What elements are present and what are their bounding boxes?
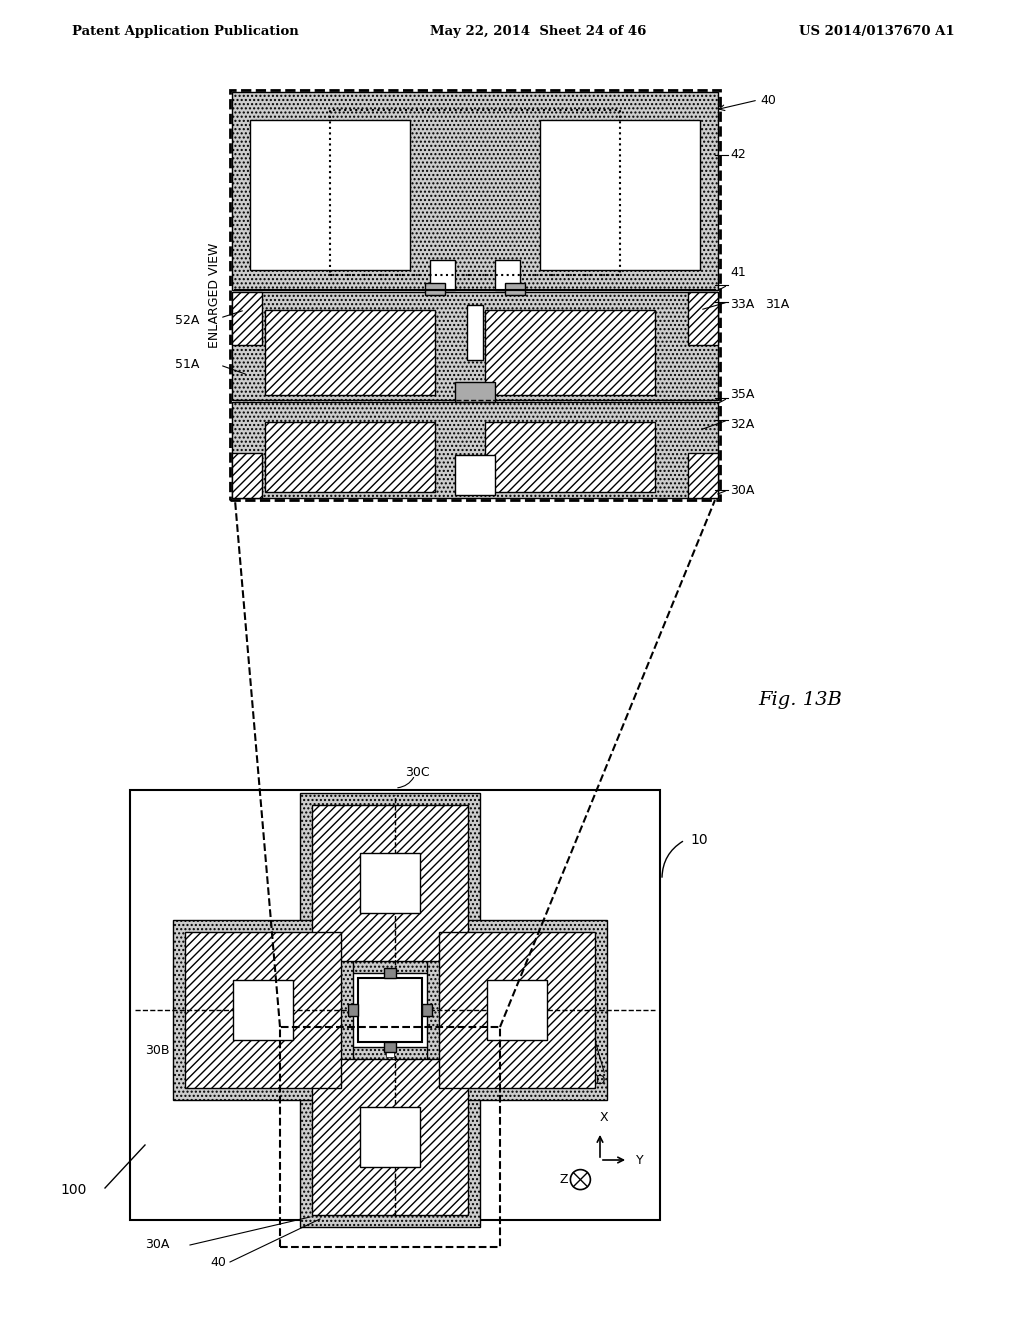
- Text: Fig. 13B: Fig. 13B: [758, 690, 842, 709]
- Bar: [422, 1005, 432, 1016]
- Text: 100: 100: [60, 1183, 86, 1197]
- Bar: [300, 1047, 480, 1228]
- Bar: [360, 1107, 420, 1167]
- Bar: [230, 90, 720, 500]
- Text: 30C: 30C: [406, 767, 430, 780]
- Bar: [265, 422, 435, 492]
- Bar: [265, 310, 435, 395]
- Bar: [386, 968, 394, 973]
- Text: B: B: [411, 985, 419, 998]
- Text: 51A: 51A: [175, 359, 200, 371]
- Text: 30A: 30A: [730, 483, 755, 496]
- Text: 30B: 30B: [145, 1044, 170, 1056]
- Text: US 2014/0137670 A1: US 2014/0137670 A1: [800, 25, 955, 38]
- Text: 41: 41: [730, 265, 745, 279]
- Text: May 22, 2014  Sheet 24 of 46: May 22, 2014 Sheet 24 of 46: [430, 25, 646, 38]
- Bar: [430, 260, 455, 290]
- Bar: [495, 260, 520, 290]
- Bar: [540, 120, 700, 271]
- Bar: [300, 793, 480, 973]
- Text: 30A: 30A: [145, 1238, 169, 1251]
- Bar: [384, 1041, 396, 1052]
- Text: ENLARGED VIEW: ENLARGED VIEW: [209, 243, 221, 347]
- Text: Z: Z: [560, 1173, 568, 1187]
- Bar: [185, 932, 341, 1088]
- Text: 40: 40: [210, 1255, 226, 1269]
- Bar: [425, 282, 445, 294]
- Text: X: X: [600, 1111, 608, 1125]
- Bar: [280, 1027, 500, 1247]
- Bar: [467, 305, 483, 360]
- Text: A: A: [391, 799, 399, 810]
- Bar: [485, 422, 655, 492]
- Bar: [232, 292, 718, 400]
- Bar: [173, 920, 353, 1100]
- Bar: [487, 979, 547, 1040]
- Bar: [312, 805, 468, 961]
- Bar: [312, 1059, 468, 1214]
- Bar: [360, 853, 420, 913]
- Bar: [485, 310, 655, 395]
- Text: 31A: 31A: [765, 298, 790, 312]
- Bar: [130, 789, 660, 1220]
- Bar: [348, 1005, 358, 1016]
- Text: 10: 10: [690, 833, 708, 847]
- Text: 40: 40: [760, 94, 776, 107]
- Bar: [386, 1052, 394, 1057]
- Bar: [232, 292, 262, 345]
- Bar: [384, 968, 396, 978]
- Bar: [505, 282, 525, 294]
- Text: Y: Y: [636, 1154, 644, 1167]
- Bar: [230, 90, 720, 500]
- Text: 42: 42: [730, 149, 745, 161]
- Bar: [439, 932, 595, 1088]
- Bar: [250, 120, 410, 271]
- Bar: [330, 110, 620, 275]
- Bar: [688, 453, 718, 498]
- Text: Patent Application Publication: Patent Application Publication: [72, 25, 299, 38]
- Bar: [688, 292, 718, 345]
- Text: 33A: 33A: [730, 298, 755, 312]
- Bar: [455, 455, 495, 495]
- Text: 32A: 32A: [730, 418, 755, 432]
- Text: 52A: 52A: [175, 314, 200, 326]
- Bar: [232, 453, 262, 498]
- Text: 30D: 30D: [580, 1073, 605, 1086]
- Text: A: A: [391, 1199, 399, 1212]
- Bar: [358, 978, 422, 1041]
- Text: 35A: 35A: [730, 388, 755, 401]
- Bar: [232, 403, 718, 498]
- Bar: [427, 920, 607, 1100]
- Bar: [233, 979, 293, 1040]
- Bar: [232, 92, 718, 290]
- Bar: [455, 381, 495, 403]
